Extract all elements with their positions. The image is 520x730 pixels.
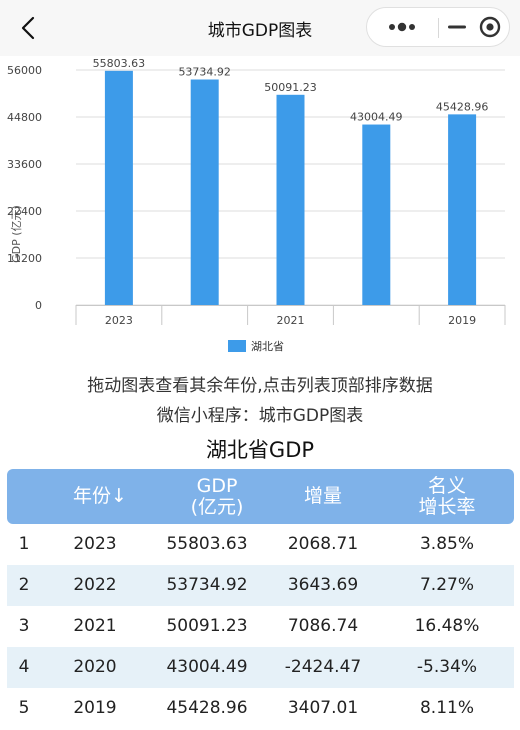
y-tick-label: 22400 (7, 205, 42, 218)
close-button[interactable] (471, 8, 509, 46)
rank-cell: 5 (18, 698, 30, 718)
increase-cell: 2068.71 (287, 534, 359, 554)
chart-legend[interactable]: 湖北省 (228, 340, 284, 353)
gdp-header-unit: (亿元) (190, 495, 244, 518)
sort-by-increase-header[interactable]: 增量 (263, 469, 383, 524)
increase-cell: -2424.47 (284, 657, 362, 677)
minus-icon (448, 25, 466, 29)
table-row[interactable]: 3 2021 50091.23 7086.74 16.48% (7, 606, 514, 647)
year-cell: 2021 (73, 616, 117, 636)
sort-by-gdp-header[interactable]: GDP (亿元) (157, 469, 277, 524)
increase-cell: 3407.01 (287, 698, 359, 718)
growth-header-label: 名义 (427, 474, 466, 497)
bar-value-label: 45428.96 (436, 100, 489, 113)
increase-cell: 7086.74 (287, 616, 359, 636)
drag-hint: 拖动图表查看其余年份,点击列表顶部排序数据 (87, 376, 433, 396)
rank-cell: 2 (18, 575, 30, 595)
gdp-cell: 45428.96 (166, 698, 248, 718)
y-tick-label: 0 (35, 299, 42, 312)
bar-2020[interactable] (362, 124, 391, 305)
x-tick-label: 2019 (448, 314, 476, 327)
bar-value-label: 50091.23 (264, 81, 317, 94)
miniprogram-hint: 微信小程序：城市GDP图表 (156, 406, 364, 426)
table-header: 年份↓ GDP (亿元) 增量 名义 增长率 (7, 469, 514, 524)
more-button[interactable] (367, 8, 437, 46)
bar-value-label: 53734.92 (178, 66, 231, 79)
gdp-header-label: GDP (196, 474, 238, 497)
back-button[interactable] (14, 12, 46, 44)
rank-cell: 4 (18, 657, 30, 677)
sort-by-growth-header[interactable]: 名义 增长率 (387, 469, 507, 524)
y-tick-label: 11200 (7, 252, 42, 265)
gdp-cell: 55803.63 (166, 534, 248, 554)
bar-value-label: 55803.63 (93, 57, 146, 70)
gdp-cell: 50091.23 (166, 616, 248, 636)
growth-cell: 8.11% (419, 698, 474, 718)
chart-canvas[interactable]: 55803.63 53734.92 50091.23 43004.49 45428.96… (0, 56, 520, 366)
table-row[interactable]: 5 2019 45428.96 3407.01 8.11% (7, 688, 514, 729)
year-cell: 2023 (73, 534, 117, 554)
capsule-menu (366, 7, 510, 47)
growth-cell: 3.85% (419, 534, 474, 554)
x-tick-label: 2021 (277, 314, 305, 327)
capsule-divider (438, 18, 439, 38)
bar-2022[interactable] (190, 79, 219, 305)
table-title: 湖北省GDP (205, 438, 315, 462)
bar-2019[interactable] (448, 114, 477, 305)
table-row[interactable]: 4 2020 43004.49 -2424.47 -5.34% (7, 647, 514, 688)
increase-header-label: 增量 (303, 485, 342, 507)
increase-cell: 3643.69 (287, 575, 359, 595)
gdp-cell: 53734.92 (166, 575, 248, 595)
gdp-bar-chart[interactable]: 55803.63 53734.92 50091.23 43004.49 45428.96… (0, 56, 520, 366)
page-title: 城市GDP图表 (207, 21, 313, 41)
rank-cell: 1 (18, 534, 30, 554)
table-row[interactable]: 1 2023 55803.63 2068.71 3.85% (7, 524, 514, 565)
bar-2021[interactable] (276, 94, 305, 305)
minimize-button[interactable] (439, 8, 475, 46)
x-tick-label: 2023 (105, 314, 133, 327)
y-tick-label: 44800 (7, 111, 42, 124)
year-cell: 2019 (73, 698, 117, 718)
table-row[interactable]: 2 2022 53734.92 3643.69 7.27% (7, 565, 514, 606)
growth-header-label-2: 增长率 (418, 495, 476, 518)
y-tick-label: 33600 (7, 158, 42, 171)
more-dots-icon (389, 22, 415, 32)
year-cell: 2020 (73, 657, 117, 677)
growth-cell: 7.27% (419, 575, 474, 595)
y-axis-label: GDP (亿元) (10, 205, 23, 263)
legend-swatch (228, 340, 246, 352)
bar-value-label: 43004.49 (350, 111, 403, 124)
nav-bar: 城市GDP图表 (0, 0, 520, 56)
chevron-left-icon (21, 16, 35, 40)
rank-cell: 3 (18, 616, 30, 636)
year-header-label: 年份↓ (73, 485, 127, 507)
growth-cell: 16.48% (414, 616, 480, 636)
sort-by-year-header[interactable]: 年份↓ (45, 469, 155, 524)
growth-cell: -5.34% (416, 657, 478, 677)
y-tick-label: 56000 (7, 64, 42, 77)
bar-2023[interactable] (104, 70, 133, 305)
legend-label: 湖北省 (251, 340, 284, 353)
gdp-cell: 43004.49 (166, 657, 248, 677)
target-circle-icon (479, 16, 501, 38)
year-cell: 2022 (73, 575, 117, 595)
